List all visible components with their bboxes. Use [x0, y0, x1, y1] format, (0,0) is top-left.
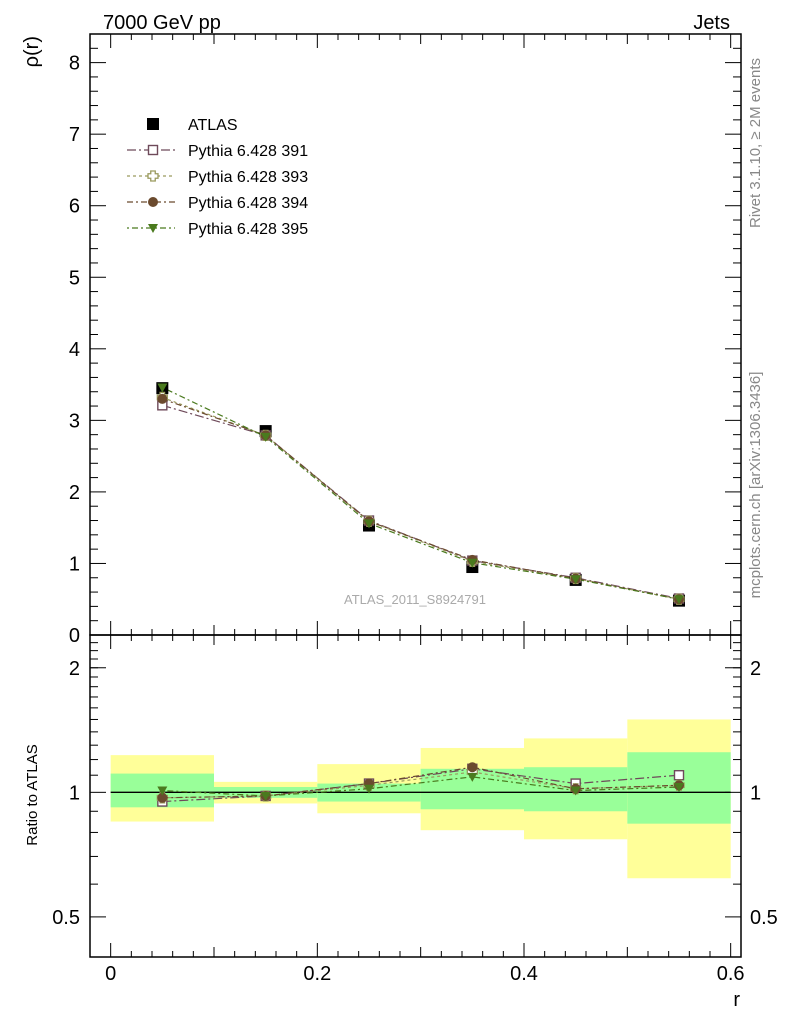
main-point: [364, 519, 374, 529]
legend-label: Pythia 6.428 393: [188, 169, 308, 186]
ratio-y-tick-label-right: 0.5: [750, 907, 778, 929]
main-series-line: [162, 396, 680, 600]
main-point: [570, 575, 581, 585]
x-tick-label: 0.6: [717, 963, 745, 985]
y-tick-label: 8: [69, 53, 80, 75]
analysis-label: ATLAS_2011_S8924791: [344, 592, 486, 607]
header-right: Jets: [693, 12, 730, 34]
legend-label: ATLAS: [188, 117, 238, 134]
y-tick-label: 4: [69, 339, 80, 361]
y-tick-label: 7: [69, 124, 80, 146]
ratio-y-tick-label: 0.5: [52, 907, 80, 929]
legend-marker: [147, 118, 159, 130]
ratio-point: [674, 783, 684, 793]
ratio-series-line: [162, 776, 680, 797]
ratio-panel: 0 0.2 0.4 0.6 0.5 0.5 1 1 2 2: [52, 634, 778, 985]
ratio-ylabel: Ratio to ATLAS: [24, 744, 41, 845]
ratio-series-line: [162, 766, 680, 799]
legend: ATLAS Pythia 6.428 391 Pythia 6.428 393 Pyt…: [127, 117, 308, 238]
x-tick-label: 0.2: [303, 963, 331, 985]
x-tick-label: 0.4: [510, 963, 538, 985]
rivet-label: Rivet 3.1.10, ≥ 2M events: [747, 58, 764, 228]
main-point: [157, 393, 168, 404]
main-point: [157, 383, 168, 393]
ratio-series-line: [162, 768, 680, 803]
y-tick-label: 5: [69, 267, 80, 289]
legend-marker: [148, 197, 158, 207]
y-tick-label: 3: [69, 410, 80, 432]
x-tick-label: 0: [105, 963, 116, 985]
mcplots-label: mcplots.cern.ch [arXiv:1306.3436]: [747, 372, 764, 599]
main-point: [260, 432, 271, 442]
ratio-point: [157, 792, 168, 803]
header-left: 7000 GeV pp: [103, 12, 221, 34]
ratio-point: [157, 786, 168, 796]
ratio-y-tick-label-right: 1: [750, 782, 761, 804]
ratio-y-tick-label-right: 2: [750, 658, 761, 680]
legend-label: Pythia 6.428 391: [188, 143, 308, 160]
y-tick-label: 1: [69, 553, 80, 575]
main-series-line: [162, 404, 680, 600]
ratio-point: [467, 762, 478, 773]
ratio-point: [364, 784, 374, 794]
ratio-point: [673, 770, 685, 781]
ratio-point: [260, 791, 271, 801]
ratio-xlabel: r: [733, 989, 740, 1011]
ratio-frame: [89, 634, 742, 958]
ratio-y-tick-label: 1: [69, 782, 80, 804]
y-tick-label: 2: [69, 482, 80, 504]
y-tick-label: 0: [69, 625, 80, 647]
legend-marker: [148, 224, 158, 233]
legend-label: Pythia 6.428 395: [188, 221, 308, 238]
legend-marker: [147, 170, 159, 182]
y-tick-label: 6: [69, 196, 80, 218]
legend-marker: [147, 144, 159, 156]
main-point: [674, 595, 684, 605]
ratio-point: [467, 772, 478, 782]
main-series-line: [162, 398, 680, 600]
main-point: [467, 558, 478, 568]
ratio-y-tick-label: 2: [69, 658, 80, 680]
legend-label: Pythia 6.428 394: [188, 195, 308, 212]
main-series-line: [162, 386, 680, 600]
main-ylabel: ρ(r): [21, 36, 43, 67]
ratio-point: [570, 786, 581, 796]
